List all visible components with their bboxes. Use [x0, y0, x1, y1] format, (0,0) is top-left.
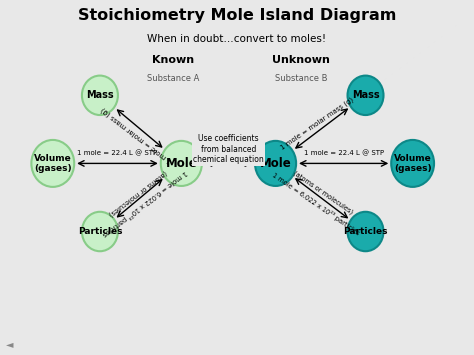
Text: Mass: Mass [352, 90, 379, 100]
Text: Volume
(gases): Volume (gases) [34, 154, 72, 173]
Circle shape [391, 140, 434, 187]
Circle shape [161, 141, 202, 186]
Text: Mass: Mass [86, 90, 114, 100]
Text: Mole: Mole [260, 157, 292, 170]
Text: Particles: Particles [343, 227, 388, 236]
Circle shape [347, 212, 383, 251]
Circle shape [82, 76, 118, 115]
Text: Use coefficients
from balanced
chemical equation: Use coefficients from balanced chemical … [193, 135, 264, 164]
Text: 1 mole = molar mass (g): 1 mole = molar mass (g) [279, 96, 355, 151]
Text: When in doubt…convert to moles!: When in doubt…convert to moles! [147, 34, 327, 44]
Circle shape [31, 140, 74, 187]
Circle shape [255, 141, 296, 186]
Text: Substance B: Substance B [275, 74, 328, 83]
Text: 1 mole = 6.022 x 10²³ particles: 1 mole = 6.022 x 10²³ particles [272, 171, 361, 236]
Text: Particles: Particles [78, 227, 122, 236]
Text: Known: Known [152, 55, 194, 65]
Text: Stoichiometry Mole Island Diagram: Stoichiometry Mole Island Diagram [78, 9, 396, 23]
Text: 1 mole = molar mass (g): 1 mole = molar mass (g) [100, 106, 173, 164]
Text: 1 mole = 6.022 x 10²³ particles: 1 mole = 6.022 x 10²³ particles [101, 169, 189, 238]
Text: Unknown: Unknown [273, 55, 330, 65]
Circle shape [347, 76, 383, 115]
Text: (atoms or molecules): (atoms or molecules) [292, 170, 355, 216]
Text: (atoms or molecules): (atoms or molecules) [107, 169, 168, 217]
Text: Volume
(gases): Volume (gases) [394, 154, 431, 173]
Text: ◄: ◄ [6, 339, 13, 349]
Text: Substance A: Substance A [146, 74, 199, 83]
Text: 1 mole = 22.4 L @ STP: 1 mole = 22.4 L @ STP [77, 150, 157, 156]
Text: 1 mole = 22.4 L @ STP: 1 mole = 22.4 L @ STP [304, 150, 384, 156]
Text: Mole: Mole [165, 157, 197, 170]
Circle shape [82, 212, 118, 251]
